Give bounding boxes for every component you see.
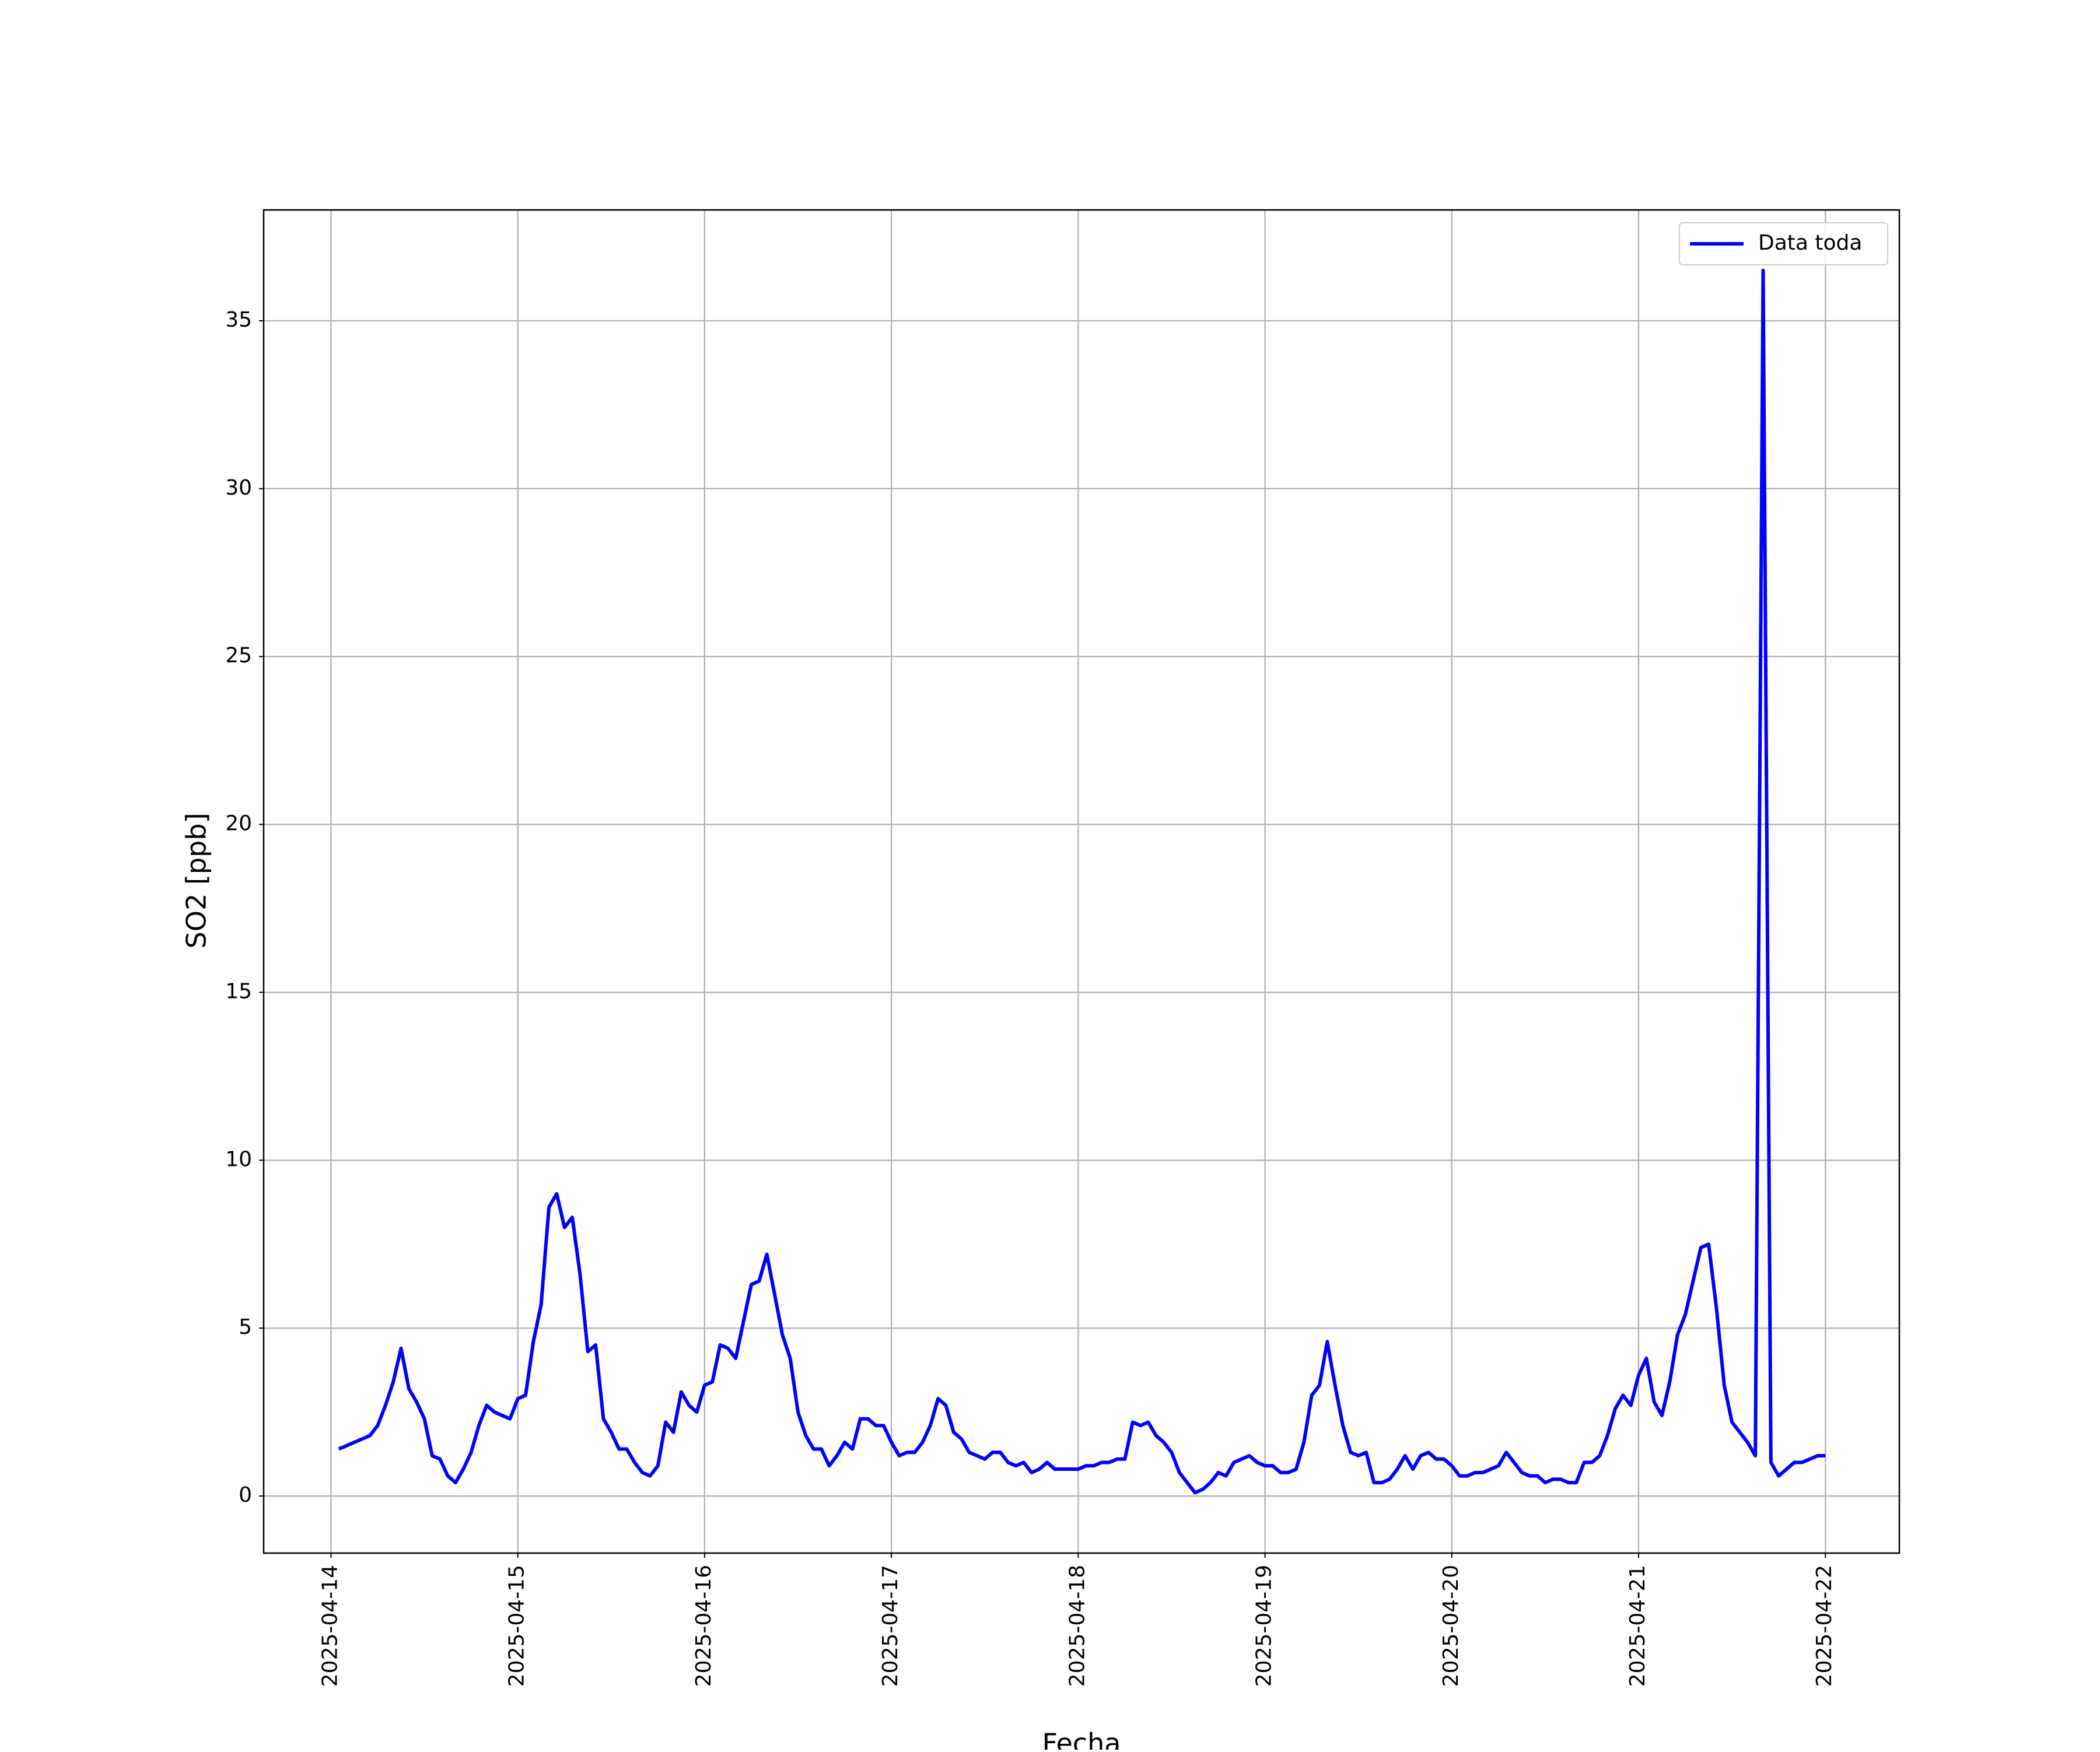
x-tick-label: 2025-04-16 — [692, 1565, 716, 1687]
x-tick-label: 2025-04-15 — [505, 1565, 529, 1687]
y-tick-label: 25 — [225, 644, 252, 668]
x-tick-label: 2025-04-22 — [1812, 1565, 1836, 1687]
plot-frame — [262, 209, 1901, 1554]
legend-box — [1679, 222, 1888, 265]
y-tick-label: 35 — [225, 308, 252, 332]
x-tick-label: 2025-04-18 — [1065, 1565, 1089, 1687]
y-tick-label: 15 — [225, 979, 252, 1003]
x-tick-label: 2025-04-20 — [1439, 1565, 1463, 1687]
x-tick-label: 2025-04-17 — [878, 1565, 902, 1687]
x-tick-label: 2025-04-14 — [318, 1565, 342, 1687]
x-tick-label: 2025-04-21 — [1626, 1565, 1650, 1687]
y-tick-label: 5 — [239, 1315, 252, 1339]
legend-label: Data toda — [1758, 231, 1862, 255]
x-tick-label: 2025-04-19 — [1252, 1565, 1276, 1687]
data-line — [338, 268, 1826, 1495]
y-tick-label: 30 — [225, 476, 252, 500]
y-tick-label: 10 — [225, 1147, 252, 1171]
y-axis-label: SO2 [ppb] — [181, 813, 212, 949]
x-axis-label: Fecha — [1042, 1728, 1121, 1750]
y-tick-label: 20 — [225, 812, 252, 836]
y-tick-label: 0 — [239, 1483, 252, 1507]
